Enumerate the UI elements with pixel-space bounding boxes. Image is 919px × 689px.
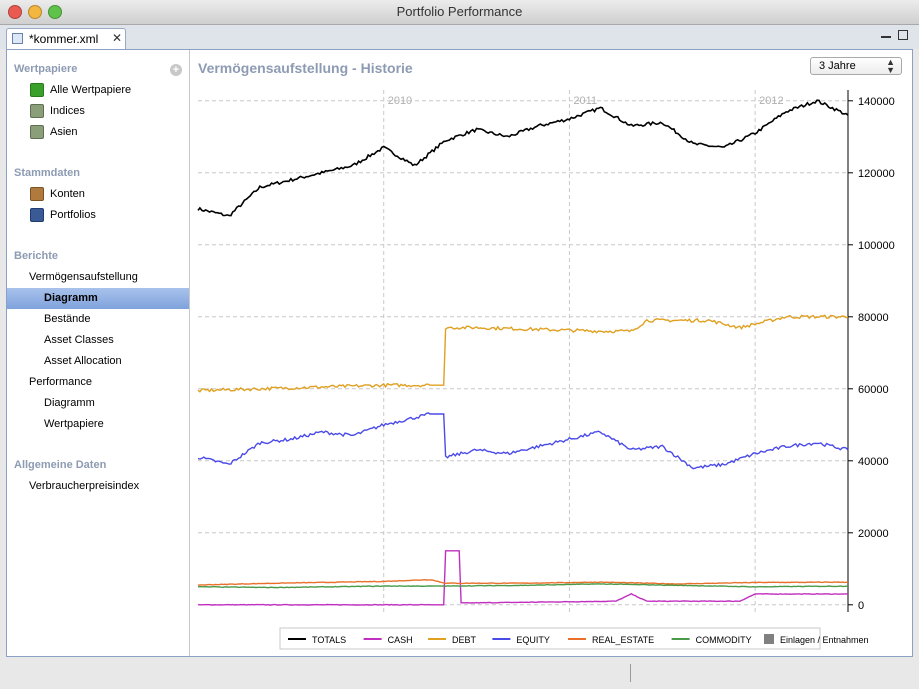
editor-tab-label: *kommer.xml xyxy=(29,32,99,46)
sidebar-item-bestaende[interactable]: Bestände xyxy=(44,309,90,329)
sidebar-item-label: Asien xyxy=(50,126,78,138)
minimize-window-button[interactable] xyxy=(28,5,42,19)
x-tick-label: 2010 xyxy=(388,95,412,107)
chart-icon xyxy=(30,83,44,97)
section-berichte: Berichte xyxy=(14,250,59,262)
editor-tabbar: *kommer.xml ✕ xyxy=(0,25,919,49)
sidebar-item-diagramm-selected[interactable]: Diagramm xyxy=(44,288,98,308)
legend-label: TOTALS xyxy=(312,635,346,645)
x-tick-label: 2011 xyxy=(573,95,597,107)
history-chart: 0 20000 40000 60000 80000 100000 120000 140000 2… xyxy=(197,90,895,650)
main-panel: Vermögensaufstellung - Historie 3 Jahre … xyxy=(190,50,912,656)
series-line-cash xyxy=(197,550,849,606)
sidebar-item-performance-diagramm[interactable]: Diagramm xyxy=(44,393,95,413)
sidebar-item-label: Performance xyxy=(29,376,92,388)
document-icon xyxy=(12,33,23,44)
sidebar-item-asset-classes[interactable]: Asset Classes xyxy=(44,330,114,350)
sidebar-item-label: Asset Allocation xyxy=(44,355,122,367)
sidebar-item-label: Alle Wertpapiere xyxy=(50,84,132,96)
x-tick-label: 2012 xyxy=(759,95,783,107)
sidebar-item-label: Verbraucherpreisindex xyxy=(29,480,140,492)
y-tick-label: 100000 xyxy=(858,240,895,252)
sidebar-item-label: Portfolios xyxy=(50,209,96,221)
splitter-grip[interactable] xyxy=(630,664,634,682)
sidebar-item-label: Konten xyxy=(50,188,85,200)
sidebar-item-label: Diagramm xyxy=(44,397,95,409)
window-titlebar: Portfolio Performance xyxy=(0,0,919,25)
series-line-totals xyxy=(197,99,849,217)
maximize-editor-icon[interactable] xyxy=(898,30,908,40)
status-bar xyxy=(0,660,919,689)
sidebar-item-asset-allocation[interactable]: Asset Allocation xyxy=(44,351,122,371)
y-tick-label: 40000 xyxy=(858,456,889,468)
series-line-debt xyxy=(197,314,849,393)
legend-label: EQUITY xyxy=(516,635,550,645)
sidebar: Wertpapiere + Alle Wertpapiere Indices A… xyxy=(7,50,190,656)
legend-label: COMMODITY xyxy=(696,635,752,645)
sidebar-item-label: Diagramm xyxy=(44,292,98,304)
section-stammdaten: Stammdaten xyxy=(14,167,81,179)
close-window-button[interactable] xyxy=(8,5,22,19)
period-select[interactable]: 3 Jahre ▲ ▼ xyxy=(810,57,902,75)
sidebar-item-label: Asset Classes xyxy=(44,334,114,346)
page-title: Vermögensaufstellung - Historie xyxy=(198,60,413,76)
add-icon[interactable]: + xyxy=(170,64,182,76)
legend-label: REAL_ESTATE xyxy=(592,635,654,645)
sidebar-item-performance-wertpapiere[interactable]: Wertpapiere xyxy=(44,414,104,434)
series-line-commodity xyxy=(197,583,849,589)
sidebar-item-vermoegensaufstellung[interactable]: Vermögensaufstellung xyxy=(29,267,138,287)
sidebar-item-label: Wertpapiere xyxy=(44,418,104,430)
legend-box xyxy=(279,627,821,650)
legend-label: CASH xyxy=(388,635,413,645)
y-tick-label: 120000 xyxy=(858,168,895,180)
period-select-value: 3 Jahre xyxy=(819,60,856,72)
minimize-editor-icon[interactable] xyxy=(881,30,891,38)
updown-arrows-icon: ▲ ▼ xyxy=(886,57,895,75)
sidebar-item-label: Vermögensaufstellung xyxy=(29,271,138,283)
series-line-equity xyxy=(197,412,849,470)
legend-label: Einlagen / Entnahmen xyxy=(780,635,869,645)
sidebar-item-verbraucherpreisindex[interactable]: Verbraucherpreisindex xyxy=(29,476,139,496)
chart-icon xyxy=(30,125,44,139)
sidebar-item-label: Indices xyxy=(50,105,85,117)
folder-icon xyxy=(30,208,44,222)
close-tab-icon[interactable]: ✕ xyxy=(112,31,123,45)
y-tick-label: 0 xyxy=(858,600,864,612)
sidebar-item-label: Bestände xyxy=(44,313,91,325)
zoom-window-button[interactable] xyxy=(48,5,62,19)
window-title: Portfolio Performance xyxy=(396,4,523,19)
book-icon xyxy=(30,187,44,201)
sidebar-item-performance[interactable]: Performance xyxy=(29,372,92,392)
legend-label: DEBT xyxy=(452,635,477,645)
section-allgemeine-daten: Allgemeine Daten xyxy=(14,459,107,471)
y-tick-label: 20000 xyxy=(858,528,889,540)
y-tick-label: 140000 xyxy=(858,96,895,108)
y-tick-label: 80000 xyxy=(858,312,889,324)
legend-swatch xyxy=(764,634,774,644)
series-line-real_estate xyxy=(197,578,849,586)
y-tick-label: 60000 xyxy=(858,384,889,396)
selected-row-highlight xyxy=(7,288,189,309)
section-wertpapiere: Wertpapiere xyxy=(14,63,78,75)
chart-icon xyxy=(30,104,44,118)
editor-tab[interactable]: *kommer.xml ✕ xyxy=(6,28,126,49)
